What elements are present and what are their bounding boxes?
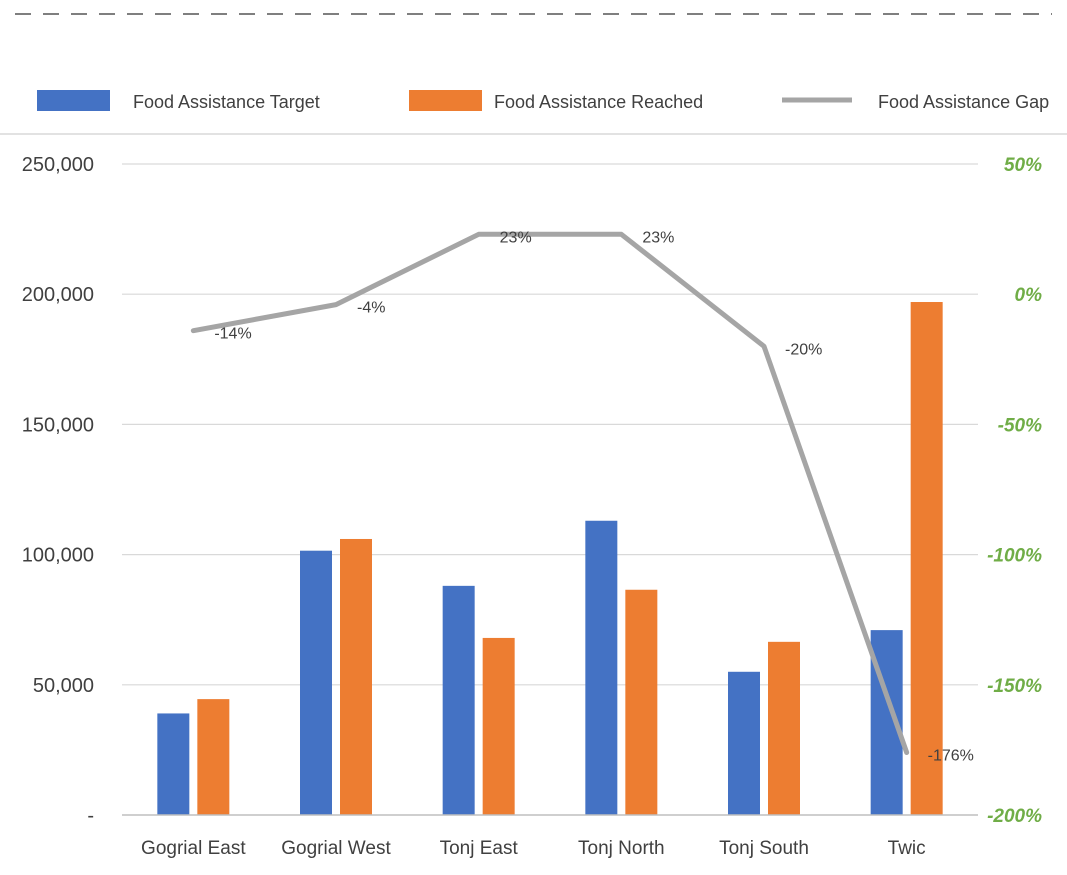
category-label: Tonj East <box>440 838 519 859</box>
gap-data-label: -20% <box>785 341 822 358</box>
gap-data-label: -4% <box>357 300 385 317</box>
right-tick-label: -100% <box>987 546 1042 567</box>
gap-data-label: -176% <box>928 748 974 765</box>
right-tick-label: -150% <box>987 676 1042 697</box>
target-bar <box>442 585 475 815</box>
left-tick-label: 250,000 <box>22 154 94 176</box>
target-bar <box>728 671 760 815</box>
reached-bar <box>482 637 515 815</box>
legend-swatch-target <box>37 90 110 111</box>
gridlines <box>122 163 978 686</box>
reached-bar <box>768 641 800 815</box>
left-axis: - 50,000 100,000 150,000 200,000 250,000 <box>22 154 94 827</box>
reached-bar <box>910 302 943 816</box>
x-axis: Gogrial East Gogrial West Tonj East Tonj No… <box>122 814 978 859</box>
gap-data-label: 23% <box>500 229 532 246</box>
category-label: Gogrial East <box>141 838 246 859</box>
target-bar <box>157 713 190 815</box>
right-tick-label: 50% <box>1004 155 1042 176</box>
left-tick-label: - <box>87 805 94 827</box>
right-tick-label: 0% <box>1015 285 1043 306</box>
category-label: Tonj North <box>578 838 665 859</box>
legend-label-gap: Food Assistance Gap <box>878 92 1049 112</box>
right-tick-label: -50% <box>998 415 1042 436</box>
reached-bar <box>625 589 658 815</box>
gap-data-label: -14% <box>214 326 251 343</box>
left-tick-label: 150,000 <box>22 414 94 436</box>
category-label: Tonj South <box>719 838 809 859</box>
left-tick-label: 200,000 <box>22 284 94 306</box>
legend-label-reached: Food Assistance Reached <box>494 92 703 112</box>
gap-line-series: -14% -4% 23% 23% -20% -176% <box>190 229 974 765</box>
gap-line <box>190 231 910 756</box>
legend: Food Assistance Target Food Assistance R… <box>37 90 1049 112</box>
legend-label-target: Food Assistance Target <box>133 92 320 112</box>
target-bar <box>585 520 618 815</box>
reached-bar <box>197 699 230 815</box>
right-tick-label: -200% <box>987 806 1042 827</box>
right-axis: -200% -150% -100% -50% 0% 50% <box>987 155 1042 827</box>
legend-swatch-reached <box>409 90 482 111</box>
reached-bar <box>340 538 372 815</box>
gap-data-label: 23% <box>642 229 674 246</box>
left-tick-label: 100,000 <box>22 545 94 567</box>
category-label: Gogrial West <box>281 838 391 859</box>
target-bar <box>300 550 332 815</box>
left-tick-label: 50,000 <box>33 675 94 697</box>
bar-series <box>157 302 943 816</box>
category-label: Twic <box>888 838 926 859</box>
